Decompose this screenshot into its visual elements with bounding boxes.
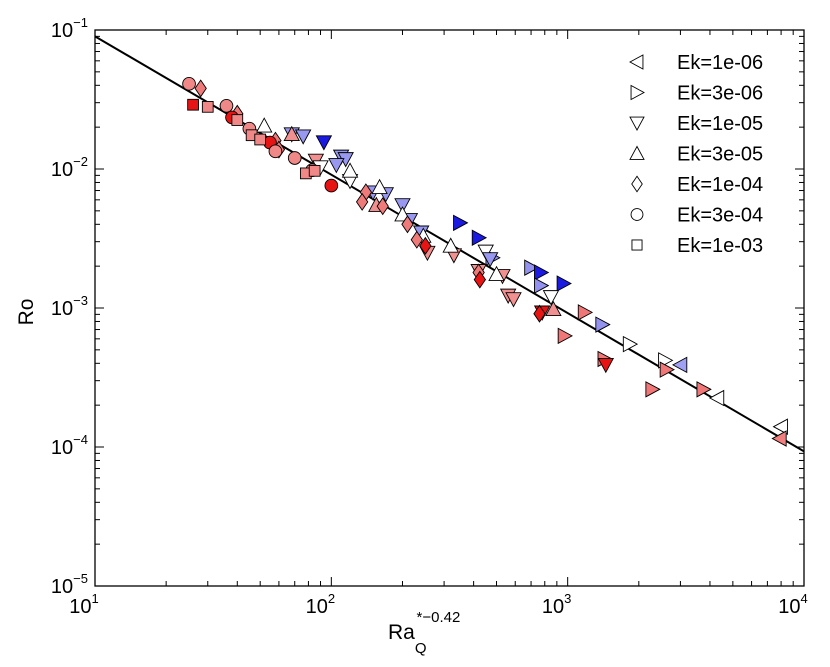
data-point-square	[231, 114, 244, 126]
x-axis-label-superscript: *−0.42	[417, 609, 461, 626]
legend-marker-diamond	[631, 175, 643, 193]
data-point-triangle-right	[595, 316, 611, 333]
data-point-triangle-right	[659, 361, 675, 378]
legend-marker-triangle-left	[629, 54, 644, 70]
data-point-triangle-right	[556, 275, 572, 292]
legend-marker-triangle-up	[629, 145, 645, 160]
legend-label: Ek=1e-04	[677, 174, 763, 196]
x-tick-label: 104	[778, 591, 807, 618]
data-point-diamond	[355, 192, 369, 211]
legend-marker-square	[631, 239, 643, 251]
data-point-triangle-left	[708, 389, 725, 407]
data-point-triangle-right	[696, 381, 712, 398]
data-point-triangle-up	[255, 117, 273, 133]
legend-label: Ek=3e-05	[677, 144, 763, 166]
data-point-triangle-right	[524, 259, 540, 276]
data-point-diamond	[410, 230, 423, 249]
data-point-triangle-left	[771, 430, 787, 447]
data-point-diamond	[473, 270, 487, 289]
x-axis-label-base: Ra	[388, 621, 415, 644]
data-point-circle	[182, 76, 196, 91]
data-point-square	[254, 133, 267, 146]
legend-label: Ek=1e-03	[677, 235, 763, 257]
x-axis-label-subscript: Q	[415, 640, 427, 657]
data-point-triangle-right	[557, 327, 573, 345]
data-point-square	[308, 164, 321, 177]
data-point-triangle-right	[645, 381, 661, 398]
axis-ticks: 101 102 103 104 10−5 10−4 10−3 10−2 10−1	[51, 15, 808, 618]
data-point-circle	[324, 178, 339, 193]
legend: Ek=1e-06 Ek=3e-06 Ek=1e-05 Ek=3e-05 Ek=1e-04…	[629, 52, 763, 257]
data-point-triangle-right	[453, 214, 469, 232]
data-point-triangle-down	[394, 198, 411, 214]
data-point-triangle-right	[622, 335, 639, 353]
data-points	[182, 76, 788, 447]
data-point-diamond	[194, 79, 207, 98]
x-tick-label: 103	[542, 591, 571, 618]
x-tick-label: 102	[306, 591, 335, 618]
data-point-triangle-right	[534, 277, 550, 294]
legend-label: Ek=3e-04	[677, 205, 763, 227]
legend-marker-triangle-down	[629, 116, 645, 131]
data-point-triangle-down	[328, 158, 345, 174]
y-tick-label: 10−2	[51, 154, 88, 181]
data-point-triangle-right	[534, 264, 550, 281]
legend-label: Ek=3e-06	[677, 83, 763, 105]
y-tick-label: 10−5	[51, 571, 88, 598]
data-point-triangle-down	[505, 292, 522, 308]
data-point-triangle-up	[371, 178, 388, 195]
y-tick-label: 10−4	[51, 432, 88, 459]
y-tick-label: 10−3	[51, 293, 88, 320]
data-point-triangle-down	[481, 252, 499, 268]
y-tick-label: 10−1	[51, 15, 88, 42]
x-axis-label: RaQ *−0.42	[388, 609, 460, 657]
data-point-triangle-left	[772, 418, 788, 435]
data-point-triangle-right	[577, 304, 594, 321]
y-axis-label: Ro	[15, 299, 38, 326]
data-point-triangle-left	[671, 356, 688, 374]
legend-label: Ek=1e-05	[677, 113, 763, 135]
legend-marker-circle	[630, 208, 644, 221]
data-point-triangle-up	[488, 265, 505, 282]
data-point-triangle-up	[545, 300, 562, 317]
data-point-triangle-up	[442, 237, 459, 253]
data-point-circle	[287, 151, 302, 165]
data-point-triangle-down	[477, 244, 494, 260]
data-point-square	[187, 98, 199, 111]
data-point-triangle-up	[283, 125, 301, 142]
data-point-square	[201, 100, 214, 113]
legend-marker-triangle-right	[630, 84, 645, 101]
data-point-diamond	[401, 215, 414, 234]
data-point-diamond	[533, 304, 546, 323]
data-point-triangle-down	[294, 129, 312, 145]
legend-label: Ek=1e-06	[677, 52, 763, 74]
x-tick-label: 101	[69, 591, 98, 618]
data-point-circle	[268, 144, 283, 159]
data-point-triangle-down	[597, 358, 615, 374]
data-point-diamond	[419, 236, 432, 255]
data-point-triangle-up	[341, 162, 359, 178]
data-point-circle	[219, 98, 234, 113]
data-point-diamond	[376, 197, 389, 216]
data-point-triangle-right	[471, 229, 488, 247]
data-point-triangle-down	[542, 290, 560, 306]
data-point-triangle-down	[315, 135, 333, 151]
